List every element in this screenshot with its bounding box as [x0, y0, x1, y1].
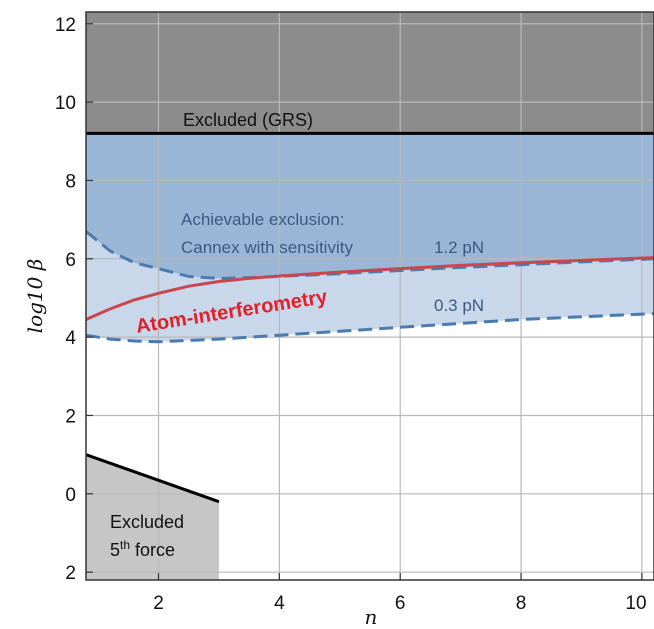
fifth-force-word: force: [130, 540, 175, 560]
x-tick-label-10: 10: [625, 593, 646, 614]
series-0-3pn-line: [86, 312, 654, 344]
x-tick-label-8: 8: [516, 593, 527, 614]
x-tick-labels: 2 4 6 8 10: [153, 593, 646, 614]
fifth-force-label-line1: Excluded: [110, 512, 184, 532]
label-0-3pn: 0.3 pN: [434, 296, 484, 315]
x-tick-label-4: 4: [274, 593, 285, 614]
y-tick-label-7: 2: [65, 563, 76, 584]
axis-ticks: [86, 23, 643, 580]
y-tick-label-1: 10: [55, 93, 76, 114]
y-axis-title: log10 β: [23, 259, 47, 334]
x-tick-label-2: 2: [153, 593, 164, 614]
fifth-force-boundary-line: [86, 453, 220, 504]
y-tick-label-0: 12: [55, 15, 76, 36]
cannex-label-line2: Cannex with sensitivity: [181, 238, 353, 257]
x-tick-label-6: 6: [395, 593, 406, 614]
label-1-2pn: 1.2 pN: [434, 238, 484, 257]
y-tick-label-4: 4: [65, 328, 76, 349]
fifth-force-excluded-region: [86, 454, 219, 580]
grs-label: Excluded (GRS): [183, 110, 313, 130]
cannex-label-line1: Achievable exclusion:: [181, 210, 344, 229]
fifth-force-label-line2: 5th force: [110, 538, 175, 560]
y-tick-label-2: 8: [65, 171, 76, 192]
cannex-1-2pn-region: [86, 133, 654, 279]
y-tick-labels: 12 10 8 6 4 2 0 2: [55, 15, 77, 584]
y-tick-label-5: 2: [65, 406, 76, 427]
x-axis-title: n: [365, 605, 378, 629]
series-atom-interferometry-line: [86, 256, 654, 321]
grid-lines: [86, 12, 654, 580]
y-tick-label-6: 0: [65, 485, 76, 506]
y-tick-label-3: 6: [65, 250, 76, 271]
grs-excluded-region: [86, 12, 654, 134]
fifth-force-superscript: th: [120, 538, 130, 552]
plot-frame: [85, 11, 654, 581]
fifth-force-number: 5: [110, 540, 120, 560]
